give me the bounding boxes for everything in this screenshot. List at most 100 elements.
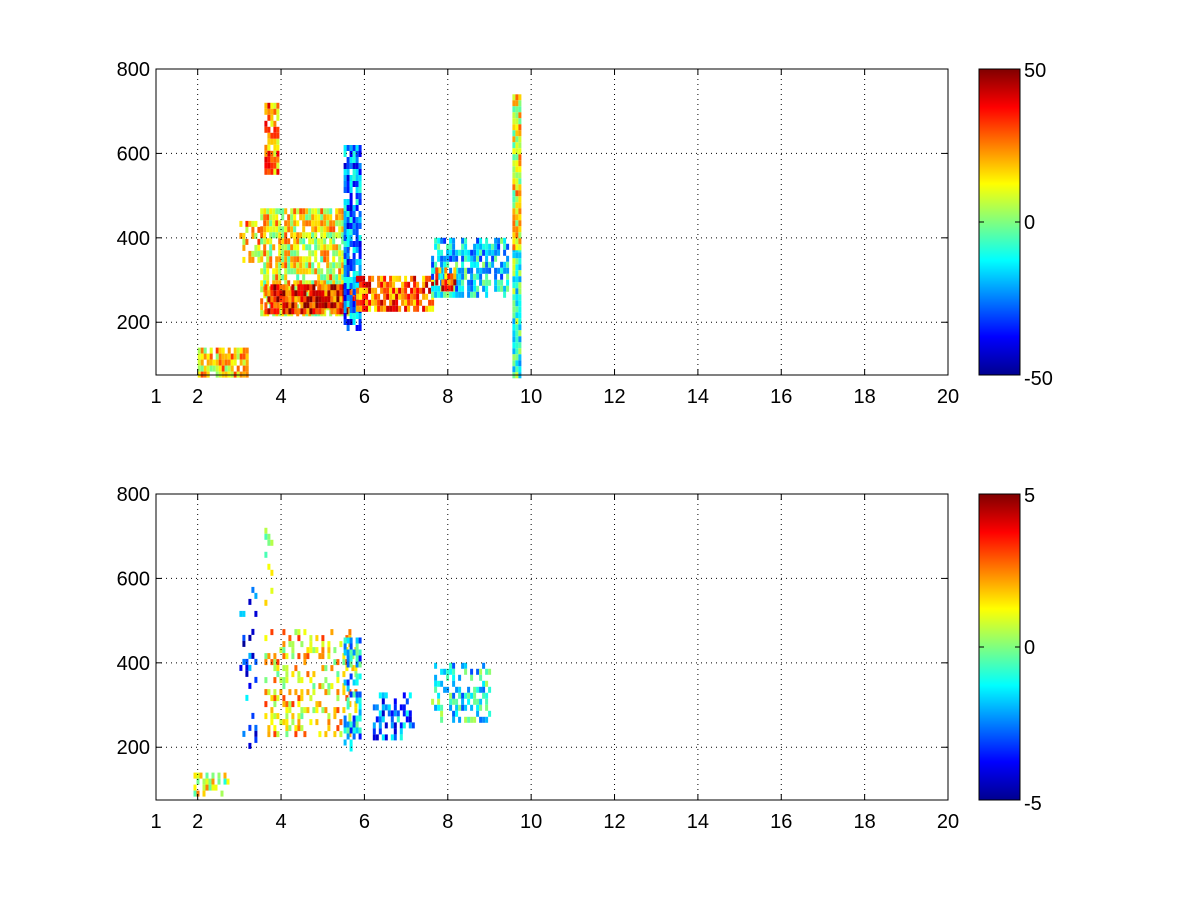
heatmap-cell xyxy=(269,244,273,251)
heatmap-cell xyxy=(267,144,271,151)
heatmap-cell xyxy=(308,268,312,275)
heatmap-cell xyxy=(267,150,271,157)
heatmap-cell xyxy=(349,205,353,211)
heatmap-cell xyxy=(230,365,234,372)
heatmap-cell xyxy=(336,296,340,303)
heatmap-cell xyxy=(518,306,522,313)
heatmap-cell xyxy=(346,163,350,169)
heatmap-cell xyxy=(211,772,215,779)
heatmap-cell xyxy=(515,112,519,119)
heatmap-cell xyxy=(299,214,303,221)
heatmap-cell xyxy=(315,290,319,297)
heatmap-cell xyxy=(425,293,429,300)
heatmap-cell xyxy=(398,275,402,282)
heatmap-cell xyxy=(273,120,277,127)
heatmap-cell xyxy=(311,226,315,233)
heatmap-cell xyxy=(288,701,292,708)
heatmap-cell xyxy=(349,673,353,680)
heatmap-cell xyxy=(296,208,300,215)
heatmap-cell xyxy=(294,629,298,636)
heatmap-cell xyxy=(346,145,350,151)
heatmap-cell xyxy=(342,659,346,666)
heatmap-cell xyxy=(248,742,252,749)
heatmap-cell xyxy=(351,665,355,672)
heatmap-cell xyxy=(482,279,486,286)
heatmap-cell xyxy=(515,190,519,197)
heatmap-cell xyxy=(248,724,252,731)
heatmap-cell xyxy=(206,365,210,372)
heatmap-cell xyxy=(349,295,353,301)
heatmap-cell xyxy=(518,154,522,161)
heatmap-cell xyxy=(302,220,306,227)
heatmap-cell xyxy=(343,313,347,319)
heatmap-cell xyxy=(279,719,283,726)
heatmap-cell xyxy=(356,299,360,306)
heatmap-cell xyxy=(330,683,334,690)
heatmap-cell xyxy=(395,299,399,306)
heatmap-cell xyxy=(264,284,268,291)
heatmap-cell xyxy=(267,156,271,163)
heatmap-cell xyxy=(352,319,356,325)
heatmap-cell xyxy=(200,353,204,360)
heatmap-cell xyxy=(282,290,286,297)
heatmap-cell xyxy=(284,208,288,215)
heatmap-cell xyxy=(358,181,362,187)
heatmap-cell xyxy=(407,305,411,312)
heatmap-cell xyxy=(464,668,468,675)
heatmap-cell xyxy=(284,220,288,227)
heatmap-cell xyxy=(281,250,285,257)
heatmap-cell xyxy=(352,313,356,319)
heatmap-cell xyxy=(342,653,346,660)
heatmap-cell xyxy=(260,310,264,317)
heatmap-cell xyxy=(263,238,267,245)
heatmap-cell xyxy=(254,658,258,665)
heatmap-cell xyxy=(518,348,522,355)
heatmap-cell xyxy=(349,649,353,656)
heatmap-cell xyxy=(285,302,289,309)
heatmap-cell xyxy=(276,296,280,303)
heatmap-cell xyxy=(267,725,271,732)
heatmap-cell xyxy=(303,731,307,738)
heatmap-cell xyxy=(245,220,249,227)
heatmap-cell xyxy=(338,220,342,227)
heatmap-cell xyxy=(368,287,372,294)
heatmap-cell xyxy=(209,347,213,354)
heatmap-cell xyxy=(346,211,350,217)
heatmap-cell xyxy=(476,285,480,292)
heatmap-cell xyxy=(458,291,462,298)
heatmap-cell xyxy=(455,704,459,711)
heatmap-cell xyxy=(239,220,243,227)
heatmap-cell xyxy=(266,274,270,281)
heatmap-cell xyxy=(293,250,297,257)
heatmap-cell xyxy=(294,302,298,309)
heatmap-cell xyxy=(285,725,289,732)
heatmap-cell xyxy=(355,235,359,241)
heatmap-cell xyxy=(413,299,417,306)
heatmap-cell xyxy=(300,707,304,714)
heatmap-cell xyxy=(320,244,324,251)
heatmap-cell xyxy=(458,704,462,711)
heatmap-cell xyxy=(309,719,313,726)
heatmap-cell xyxy=(245,664,249,671)
heatmap-cell xyxy=(285,671,289,678)
heatmap-cell xyxy=(359,281,363,288)
heatmap-cell xyxy=(343,283,347,289)
heatmap-cell xyxy=(282,665,286,672)
heatmap-cell xyxy=(346,169,350,175)
heatmap-cell xyxy=(273,653,277,660)
heatmap-cell xyxy=(392,299,396,306)
heatmap-cell xyxy=(437,249,441,256)
heatmap-cell xyxy=(512,300,516,307)
plot-frame xyxy=(155,68,949,376)
heatmap-cell xyxy=(518,288,522,295)
heatmap-cell xyxy=(500,285,504,292)
heatmap-cell xyxy=(343,175,347,181)
x-tick-label: 6 xyxy=(359,386,370,408)
heatmap-cell xyxy=(473,698,477,705)
heatmap-cell xyxy=(346,199,350,205)
heatmap-cell xyxy=(431,273,435,280)
heatmap-cell xyxy=(260,304,264,311)
heatmap-cell xyxy=(358,211,362,217)
heatmap-cell xyxy=(413,281,417,288)
